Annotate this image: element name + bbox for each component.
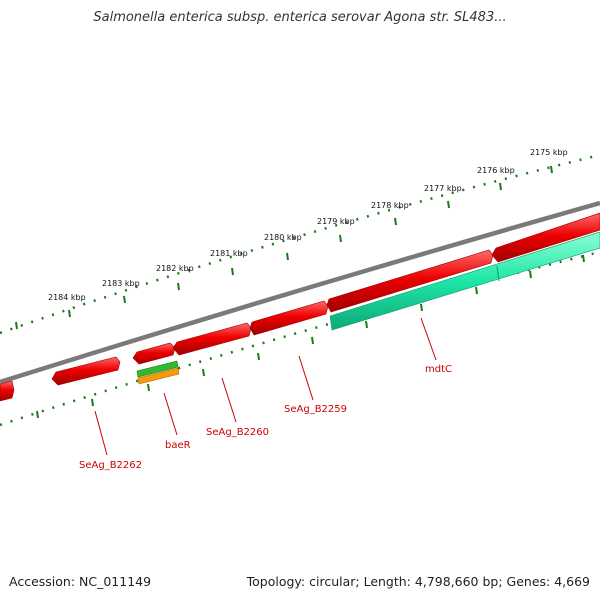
tick-label-2184: 2184 kbp: [48, 293, 86, 302]
map-title: Salmonella enterica subsp. enterica sero…: [93, 10, 507, 25]
gene-block-baer-green[interactable]: [136, 360, 179, 378]
upper-tick-track: [0, 153, 600, 335]
gene-arrow-left-edge[interactable]: [0, 380, 15, 402]
gene-block-divider: [496, 265, 500, 282]
genome-backbone: [0, 200, 600, 385]
topology-text: Topology: circular; Length: 4,798,660 bp…: [246, 574, 590, 589]
forward-genes: [0, 212, 600, 402]
gene-block-baer-orange[interactable]: [137, 367, 180, 385]
upper-major-ticks: [15, 165, 553, 330]
gene-arrow-seag-b2260[interactable]: [172, 322, 252, 356]
tick-label-2179: 2179 kbp: [317, 217, 355, 226]
gene-arrow-mdtc-red[interactable]: [326, 249, 494, 313]
tick-label-2180: 2180 kbp: [264, 233, 302, 242]
gene-arrow-right-edge[interactable]: [491, 212, 600, 263]
accession-text: Accession: NC_011149: [9, 574, 152, 589]
tick-label-2177: 2177 kbp: [424, 184, 462, 193]
tick-label-2176: 2176 kbp: [477, 166, 515, 175]
lower-major-ticks: [36, 254, 585, 419]
gene-label-seag-b2259[interactable]: SeAg_B2259: [284, 404, 347, 415]
tick-label-2182: 2182 kbp: [156, 264, 194, 273]
tick-label-2181: 2181 kbp: [210, 249, 248, 258]
gene-arrow-baer-red[interactable]: [132, 342, 176, 365]
tick-label-2178: 2178 kbp: [371, 201, 409, 210]
gene-label-seag-b2260[interactable]: SeAg_B2260: [206, 427, 269, 438]
tick-label-2183: 2183 kbp: [102, 279, 140, 288]
gene-label-seag-b2262[interactable]: SeAg_B2262: [79, 460, 142, 471]
gene-arrow-seag-b2259[interactable]: [249, 300, 329, 336]
gene-label-mdtc[interactable]: mdtC: [425, 364, 452, 375]
callout-lines: [94, 317, 437, 456]
gene-block-mdtc-teal[interactable]: [329, 231, 600, 331]
tick-label-2175: 2175 kbp: [530, 148, 568, 157]
lower-tick-track: [0, 250, 600, 427]
gene-label-baer[interactable]: baeR: [165, 440, 191, 451]
gene-arrow-seag-b2262[interactable]: [51, 356, 121, 386]
